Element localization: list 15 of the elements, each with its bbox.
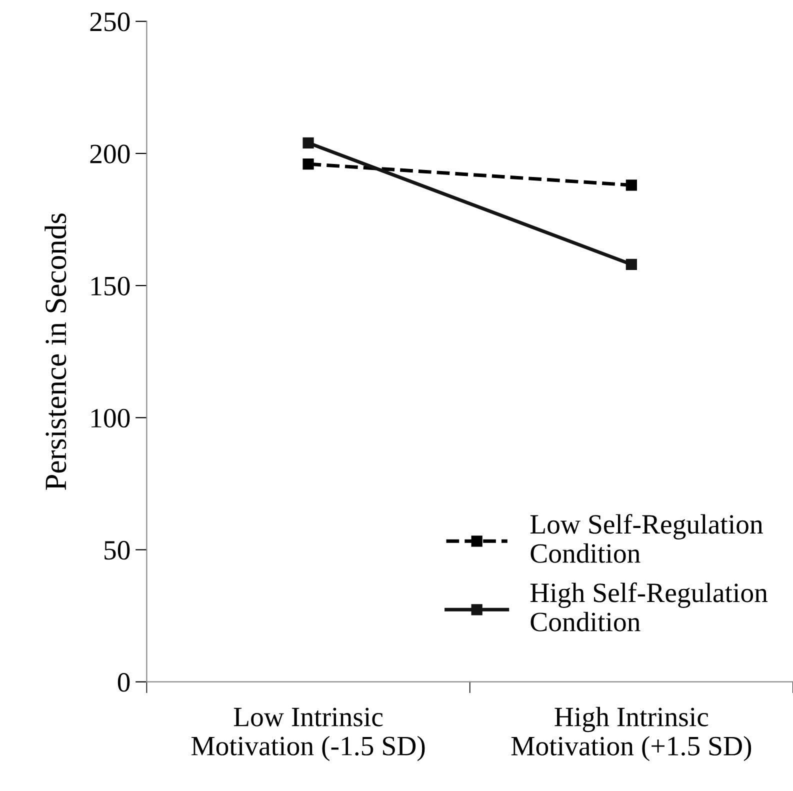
y-tick-label: 0 [118, 673, 130, 692]
point [302, 137, 314, 148]
point [626, 258, 637, 270]
legend-label: High Self-Regulation Condition [530, 582, 768, 632]
point [626, 180, 637, 191]
y-tick-label: 50 [104, 540, 130, 560]
y-axis-title: Persistence in Seconds [44, 214, 66, 490]
point [302, 158, 314, 170]
y-tick-label: 150 [92, 276, 130, 296]
y-tick-label: 100 [92, 408, 130, 428]
y-tick-label: 200 [90, 144, 130, 164]
x-tick-label: High Intrinsic Motivation (+1.5 SD) [511, 706, 752, 762]
y-tick-label: 250 [90, 12, 130, 32]
x-tick-label: Low Intrinsic Motivation (-1.5 SD) [191, 708, 425, 762]
legend-label: Low Self-Regulation Condition [530, 514, 763, 563]
